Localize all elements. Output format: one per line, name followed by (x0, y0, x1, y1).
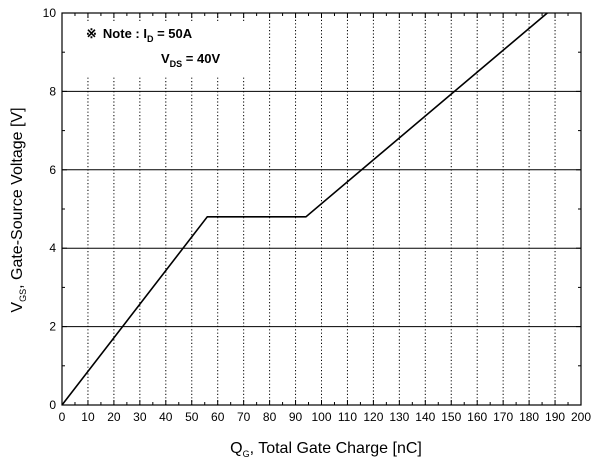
x-tick-label: 130 (389, 410, 409, 424)
x-tick-label: 60 (211, 410, 225, 424)
x-tick-label: 200 (571, 410, 591, 424)
x-tick-label: 70 (237, 410, 251, 424)
annotation-background (76, 22, 254, 76)
x-tick-label: 160 (467, 410, 487, 424)
x-tick-label: 110 (338, 410, 357, 424)
x-tick-label: 10 (81, 410, 95, 424)
annotation-line-1: ※ Note : ID = 50A (86, 26, 193, 44)
x-tick-label: 100 (311, 410, 331, 424)
y-axis-label: VGS, Gate-Source Voltage [V] (9, 107, 28, 312)
tick-labels: 0 10 20 30 40 50 60 70 80 90 100 110 120 130 140 150 160… (43, 6, 592, 424)
x-tick-label: 50 (185, 410, 199, 424)
x-tick-label: 180 (519, 410, 539, 424)
axis-ticks (61, 12, 582, 406)
x-tick-label: 20 (107, 410, 121, 424)
x-tick-label: 120 (363, 410, 383, 424)
x-tick-label: 190 (545, 410, 565, 424)
series-line-vgs (61, 12, 548, 406)
annotation-note: ※ Note : ID = 50A VDS = 40V (76, 22, 254, 76)
x-tick-label: 80 (263, 410, 277, 424)
y-tick-label: 10 (43, 6, 57, 20)
x-tick-label: 150 (441, 410, 461, 424)
y-tick-label: 4 (49, 241, 56, 255)
x-tick-label: 170 (493, 410, 513, 424)
y-tick-label: 0 (49, 398, 56, 412)
x-tick-label: 30 (133, 410, 147, 424)
x-tick-label: 90 (289, 410, 303, 424)
y-tick-label: 6 (49, 163, 56, 177)
annotation-line-2: VDS = 40V (161, 51, 220, 69)
y-tick-label: 8 (49, 84, 56, 98)
x-tick-label: 0 (59, 410, 66, 424)
y-tick-label: 2 (49, 320, 56, 334)
x-axis-label: QG, Total Gate Charge [nC] (230, 440, 422, 459)
grid (62, 13, 581, 405)
x-tick-label: 40 (159, 410, 173, 424)
x-tick-label: 140 (415, 410, 435, 424)
